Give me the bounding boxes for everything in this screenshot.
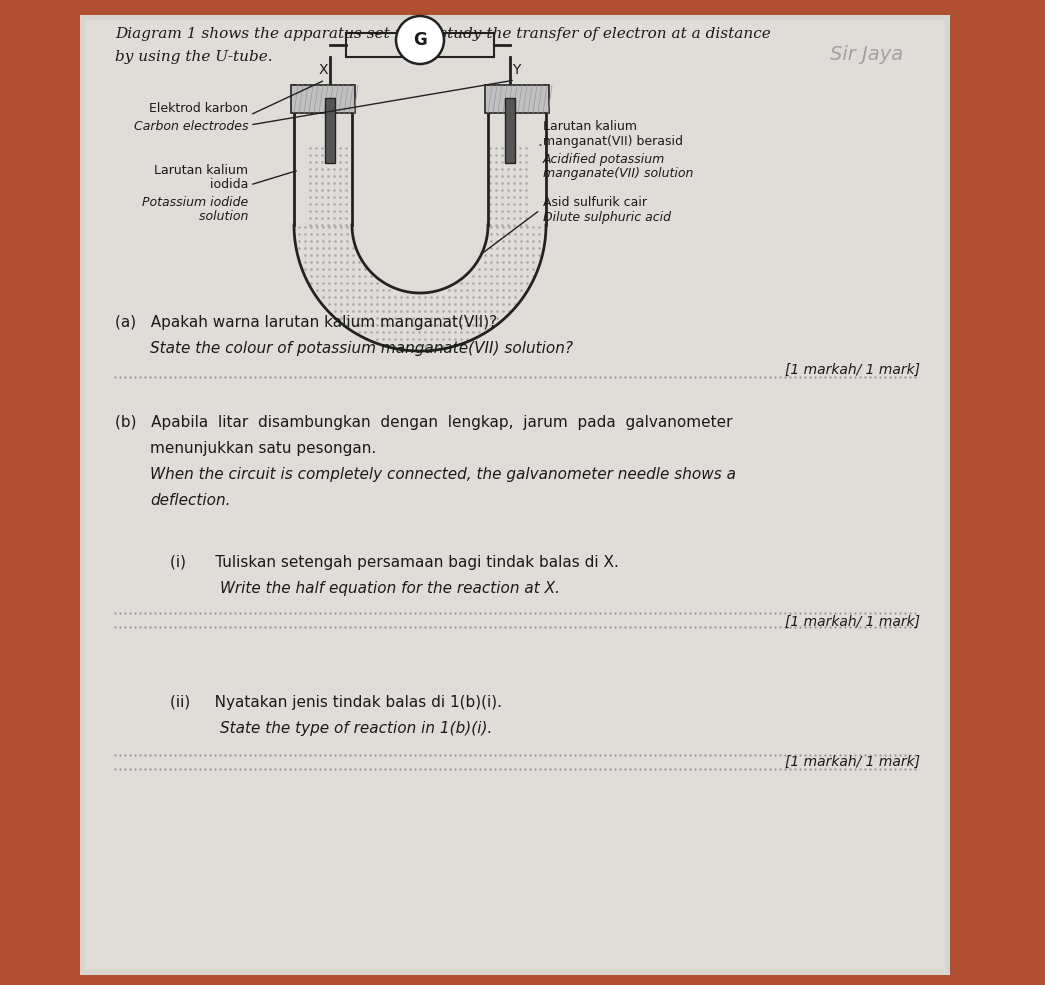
Text: Diagram 1 shows the apparatus set up to study the transfer of electron at a dist: Diagram 1 shows the apparatus set up to … — [115, 27, 771, 41]
Text: (b)   Apabila  litar  disambungkan  dengan  lengkap,  jarum  pada  galvanometer: (b) Apabila litar disambungkan dengan le… — [115, 415, 733, 430]
Text: Dilute sulphuric acid: Dilute sulphuric acid — [543, 211, 671, 224]
Text: Sir Jaya: Sir Jaya — [830, 45, 903, 64]
Text: [1 markah/ 1 mark]: [1 markah/ 1 mark] — [785, 615, 920, 629]
Text: Elektrod karbon: Elektrod karbon — [149, 101, 248, 114]
Text: deflection.: deflection. — [150, 493, 231, 508]
Text: Write the half equation for the reaction at X.: Write the half equation for the reaction… — [220, 581, 560, 596]
Text: State the type of reaction in 1(b)(i).: State the type of reaction in 1(b)(i). — [220, 721, 492, 736]
Text: menunjukkan satu pesongan.: menunjukkan satu pesongan. — [150, 441, 376, 456]
Text: by using the U-tube.: by using the U-tube. — [115, 50, 273, 64]
Text: Asid sulfurik cair: Asid sulfurik cair — [543, 195, 647, 209]
Text: Y: Y — [512, 63, 520, 77]
Text: Carbon electrodes: Carbon electrodes — [134, 120, 248, 134]
Bar — [505, 98, 515, 163]
Bar — [291, 85, 355, 113]
Text: [1 markah/ 1 mark]: [1 markah/ 1 mark] — [785, 755, 920, 769]
Text: iodida: iodida — [193, 178, 248, 191]
Text: State the colour of potassium manganate(VII) solution?: State the colour of potassium manganate(… — [150, 341, 573, 356]
Circle shape — [396, 16, 444, 64]
Bar — [485, 85, 549, 113]
Text: When the circuit is completely connected, the galvanometer needle shows a: When the circuit is completely connected… — [150, 467, 736, 482]
Text: G: G — [413, 31, 426, 49]
Text: solution: solution — [183, 211, 248, 224]
Text: [1 markah/ 1 mark]: [1 markah/ 1 mark] — [785, 363, 920, 377]
Text: X: X — [319, 63, 328, 77]
Text: manganate(VII) solution: manganate(VII) solution — [543, 167, 694, 180]
Text: (ii)     Nyatakan jenis tindak balas di 1(b)(i).: (ii) Nyatakan jenis tindak balas di 1(b)… — [170, 695, 502, 710]
Bar — [325, 98, 335, 163]
Text: (i)      Tuliskan setengah persamaan bagi tindak balas di X.: (i) Tuliskan setengah persamaan bagi tin… — [170, 555, 619, 570]
Text: Larutan kalium: Larutan kalium — [543, 120, 637, 134]
Bar — [80, 15, 950, 975]
Bar — [85, 20, 945, 970]
Text: Larutan kalium: Larutan kalium — [154, 164, 248, 176]
Text: Potassium iodide: Potassium iodide — [142, 195, 248, 209]
Text: manganat(VII) berasid: manganat(VII) berasid — [543, 136, 683, 149]
Text: Acidified potassium: Acidified potassium — [543, 153, 666, 165]
Text: (a)   Apakah warna larutan kalium manganat(VII)?: (a) Apakah warna larutan kalium manganat… — [115, 315, 497, 330]
